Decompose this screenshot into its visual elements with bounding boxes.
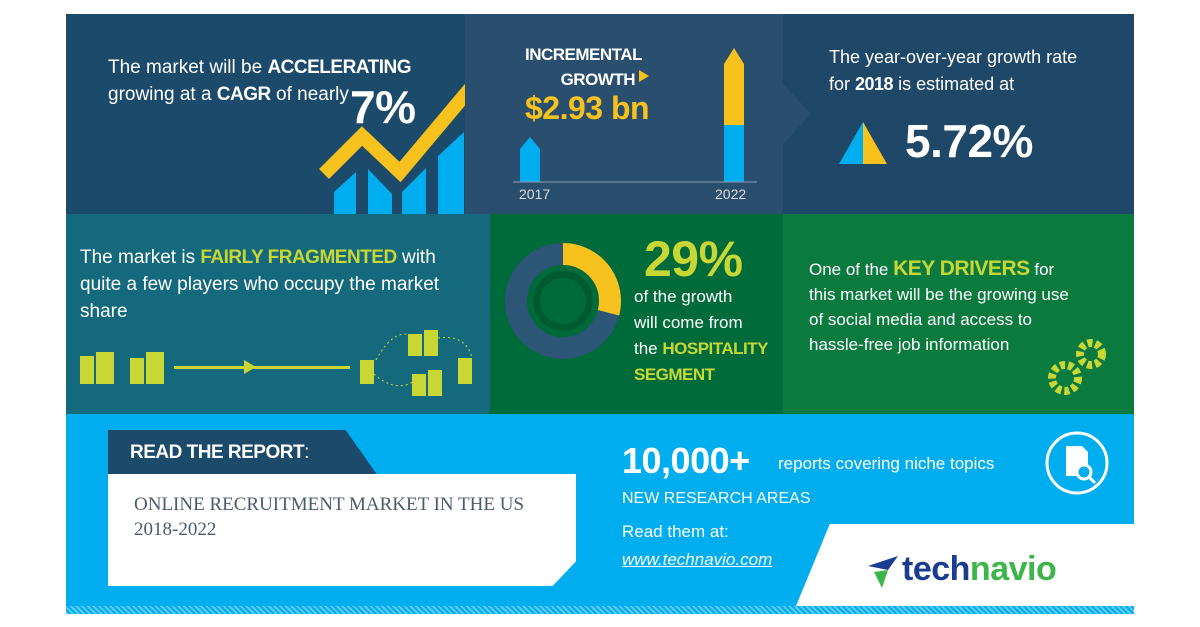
report-search-icon: [1045, 431, 1109, 495]
footer-panel: READ THE REPORT: ONLINE RECRUITMENT MARK…: [66, 414, 1134, 614]
cagr-label: CAGR: [216, 84, 271, 105]
incremental-bar-chart: [513, 48, 757, 183]
yoy-pre: for: [829, 74, 856, 94]
logo-navio: navio: [969, 550, 1057, 588]
yoy-year: 2018: [855, 74, 894, 94]
drivers-text: One of the KEY DRIVERS for this market w…: [809, 256, 1069, 357]
year-2022: 2022: [715, 186, 747, 202]
segment-segment: SEGMENT: [634, 365, 715, 384]
fragmented-post: with: [396, 247, 436, 268]
fragmented-text: The market is FAIRLY FRAGMENTED with qui…: [80, 244, 439, 325]
fragmented-line3: share: [80, 301, 128, 322]
cagr-value: 7%: [350, 81, 416, 133]
yoy-text: The year-over-year growth rate for 2018 …: [829, 44, 1077, 98]
fragmented-pre: The market is: [80, 247, 201, 268]
incremental-line1: INCREMENTAL: [525, 45, 642, 64]
fragmented-panel: The market is FAIRLY FRAGMENTED with qui…: [66, 214, 490, 414]
segment-text: of the growth will come from the HOSPITA…: [634, 284, 768, 388]
logo-area: technavio: [796, 524, 1134, 606]
drivers-post: for: [1029, 260, 1055, 279]
play-triangle-icon: [639, 70, 649, 82]
drivers-highlight: KEY DRIVERS: [893, 257, 1030, 280]
report-title-line2: 2018-2022: [134, 519, 217, 540]
read-report-label: READ THE REPORT:: [130, 442, 309, 464]
year-2017: 2017: [519, 186, 551, 202]
segment-value: 29%: [644, 231, 743, 287]
yoy-value: 5.72%: [905, 115, 1033, 167]
cagr-accelerating: ACCELERATING: [267, 57, 411, 78]
report-count-desc: reports covering niche topics: [778, 454, 995, 473]
segment-hospitality: HOSPITALITY: [662, 339, 768, 358]
buildings-icon: [80, 330, 473, 396]
cagr-text-2: growing at a: [108, 84, 217, 105]
report-title-line1: ONLINE RECRUITMENT MARKET IN THE US: [134, 494, 525, 515]
segment-line1: of the growth: [634, 287, 733, 306]
bar-2022-base: [724, 125, 744, 182]
read-report-colon: :: [304, 442, 309, 463]
incremental-value: $2.93 bn: [525, 90, 650, 126]
report-title: ONLINE RECRUITMENT MARKET IN THE US 2018…: [134, 492, 524, 542]
incremental-title: INCREMENTAL GROWTH: [525, 42, 642, 92]
segment-donut-chart: [505, 243, 621, 359]
fragmented-line2: quite a few players who occupy the marke…: [80, 274, 440, 295]
bar-2022-increment: [724, 48, 744, 125]
read-report-tab: READ THE REPORT:: [108, 430, 378, 476]
yoy-line1: The year-over-year growth rate: [829, 47, 1078, 67]
read-report-text: READ THE REPORT: [130, 442, 305, 463]
yoy-post: is estimated at: [893, 74, 1015, 94]
drivers-line2: this market will be the growing use: [809, 285, 1069, 304]
bar-2017: [520, 137, 540, 182]
cagr-panel: The market will be ACCELERATING growing …: [66, 14, 466, 214]
drivers-pre: One of the: [809, 260, 894, 279]
segment-line2: will come from: [634, 313, 743, 332]
report-title-card[interactable]: ONLINE RECRUITMENT MARKET IN THE US 2018…: [108, 474, 576, 586]
drivers-panel: One of the KEY DRIVERS for this market w…: [783, 214, 1134, 414]
logo-tech: tech: [902, 550, 970, 588]
striped-border: [66, 606, 1134, 614]
read-them-label: Read them at:: [622, 522, 729, 541]
incremental-line2: GROWTH: [560, 70, 636, 89]
cagr-text-3: of nearly: [270, 84, 349, 105]
cagr-text-1: The market will be: [108, 57, 268, 78]
growth-arrow-icon: [319, 82, 466, 214]
cagr-text: The market will be ACCELERATING growing …: [108, 54, 411, 108]
segment-pre3: the: [634, 339, 663, 358]
research-areas: NEW RESEARCH AREAS: [622, 490, 811, 507]
drivers-line3: of social media and access to: [809, 310, 1033, 329]
technavio-link[interactable]: www.technavio.com: [622, 550, 773, 569]
technavio-logo: technavio: [902, 550, 1057, 589]
fragmented-highlight: FAIRLY FRAGMENTED: [200, 247, 397, 268]
drivers-line4: hassle-free job information: [809, 335, 1010, 354]
triangle-up-icon: [839, 122, 887, 164]
incremental-panel: INCREMENTAL GROWTH $2.93 bn 2017 2022: [465, 14, 783, 214]
report-count: 10,000+: [622, 440, 750, 481]
segment-panel: 29% of the growth will come from the HOS…: [490, 214, 783, 414]
divider-arrow: [783, 84, 811, 144]
donut-hospitality: [505, 243, 621, 359]
technavio-logo-icon: [868, 556, 898, 588]
yoy-panel: The year-over-year growth rate for 2018 …: [783, 14, 1134, 214]
gears-icon: [1048, 339, 1106, 395]
